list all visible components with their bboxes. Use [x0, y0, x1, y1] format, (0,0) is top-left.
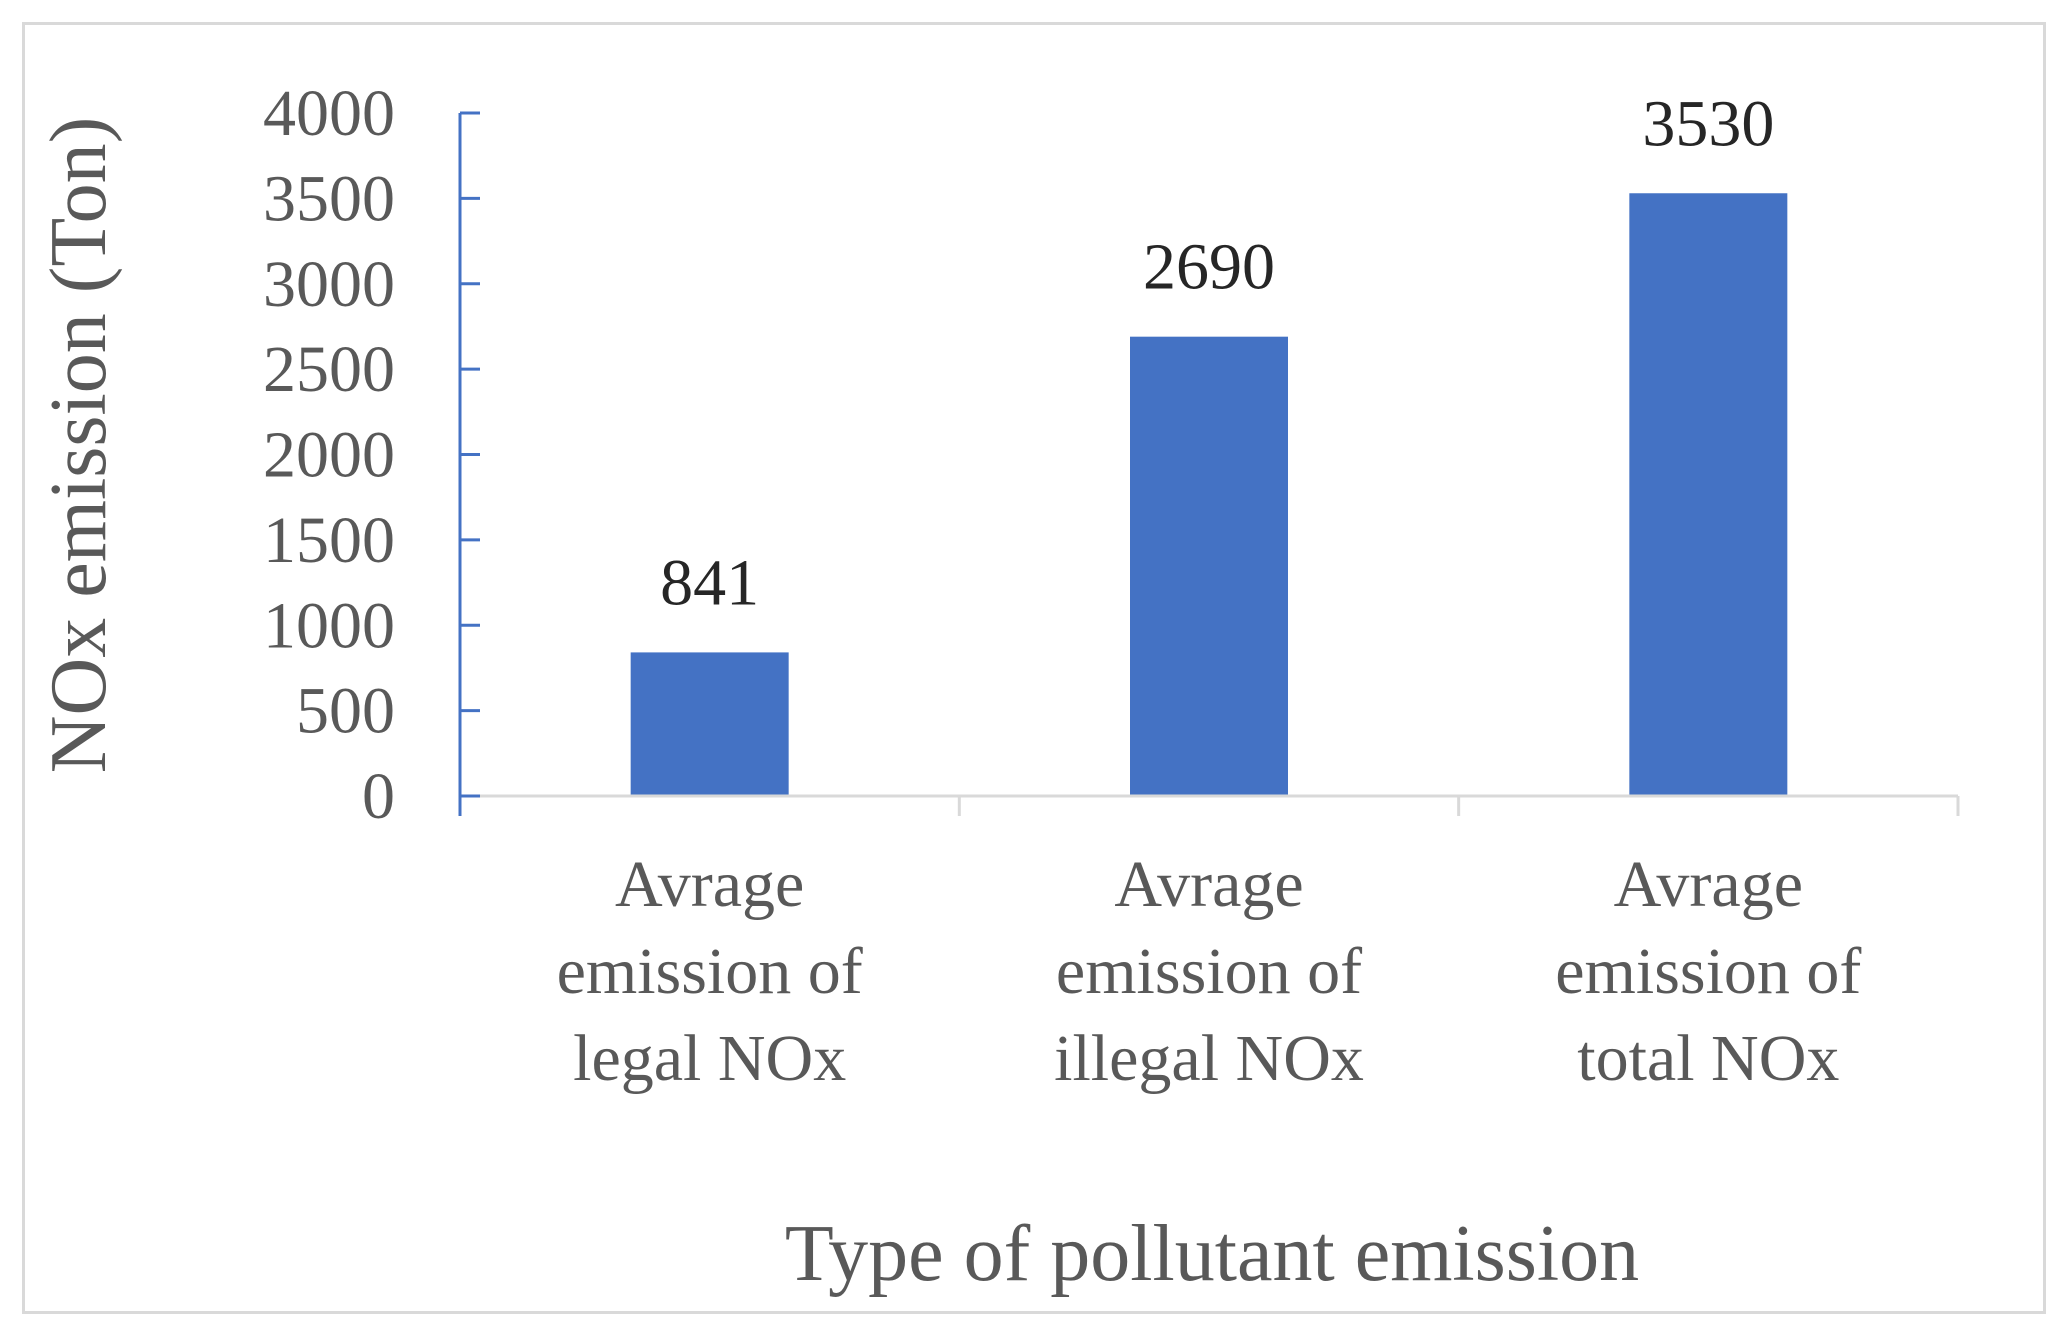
y-tick-label: 1000: [263, 589, 395, 662]
x-tick-label-line: Avrage: [1114, 848, 1303, 921]
y-tick-label: 2000: [263, 419, 395, 492]
bar: [630, 652, 789, 796]
x-tick-label-line: legal NOx: [573, 1022, 846, 1095]
y-tick-label: 3000: [263, 248, 395, 321]
y-axis-title: NOx emission (Ton): [35, 117, 123, 774]
y-tick-label: 0: [362, 760, 395, 833]
x-tick-label-line: illegal NOx: [1054, 1022, 1364, 1095]
y-tick-label: 4000: [263, 77, 395, 150]
x-tick-label: Avrage emission of illegal NOx: [1054, 848, 1364, 1095]
y-tick-label: 500: [296, 675, 395, 748]
x-tick-label-line: Avrage: [1614, 848, 1803, 921]
bar: [1130, 336, 1288, 796]
bars-group: [630, 193, 1788, 796]
bar: [1629, 193, 1788, 796]
data-label: 2690: [1143, 231, 1275, 304]
chart-frame: [22, 22, 2046, 1314]
y-tick-label: 1500: [263, 504, 395, 577]
y-tick-label: 3500: [263, 162, 395, 235]
x-tick-labels: Avrage emission of legal NOx Avrage emission…: [557, 848, 1862, 1095]
x-tick-label: Avrage emission of legal NOx: [557, 848, 863, 1095]
x-tick-label-line: emission of: [1555, 935, 1861, 1008]
x-tick-label-line: Avrage: [615, 848, 804, 921]
x-tick-label-line: total NOx: [1577, 1022, 1839, 1095]
y-tick-labels: 0 500 1000 1500 2000 2500 3000 3500 4000: [263, 77, 395, 833]
x-axis-title: Type of pollutant emission: [785, 1210, 1639, 1298]
data-label: 841: [660, 546, 759, 619]
axes-group: [458, 111, 1960, 816]
data-labels: 841 2690 3530: [660, 87, 1774, 619]
y-tick-label: 2500: [263, 333, 395, 406]
data-label: 3530: [1642, 87, 1774, 160]
x-tick-label: Avrage emission of total NOx: [1555, 848, 1861, 1095]
x-tick-label-line: emission of: [557, 935, 863, 1008]
x-tick-label-line: emission of: [1056, 935, 1362, 1008]
